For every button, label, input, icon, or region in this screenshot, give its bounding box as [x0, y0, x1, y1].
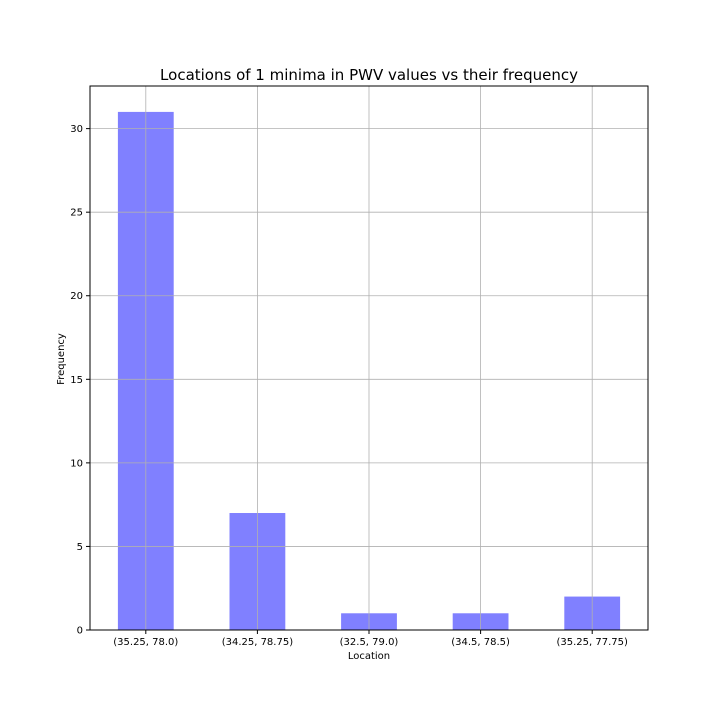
x-tick-label-2: (32.5, 79.0)	[340, 637, 399, 648]
x-tick-label-3: (34.5, 78.5)	[451, 637, 510, 648]
y-tick-label-0: 0	[77, 626, 83, 637]
x-tick-label-1: (34.25, 78.75)	[222, 637, 294, 648]
y-tick-label-4: 20	[70, 291, 83, 302]
x-axis-label: Location	[348, 651, 390, 662]
y-tick-label-6: 30	[70, 124, 83, 135]
y-tick-label-2: 10	[70, 458, 83, 469]
y-tick-label-1: 5	[77, 542, 83, 553]
ticks: 0 5 10 15 20 25 30 (35.25, 78.0) (34.25, 78.75) (…	[70, 124, 628, 648]
y-axis-label: Frequency	[56, 333, 67, 385]
x-tick-label-0: (35.25, 78.0)	[113, 637, 178, 648]
x-tick-label-4: (35.25, 77.75)	[556, 637, 628, 648]
chart-title: Locations of 1 minima in PWV values vs t…	[160, 66, 578, 84]
grid	[90, 86, 648, 631]
y-tick-label-5: 25	[70, 208, 83, 219]
y-tick-label-3: 15	[70, 375, 83, 386]
